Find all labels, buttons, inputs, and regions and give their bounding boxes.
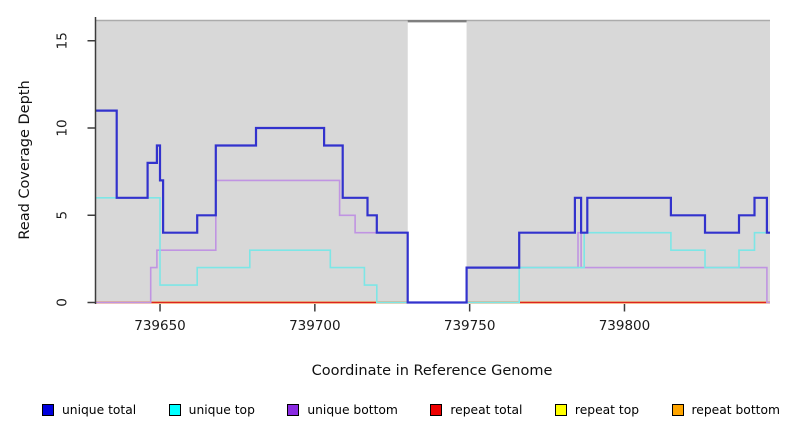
legend-item-repeat-total: repeat total: [430, 403, 522, 417]
y-axis-title: Read Coverage Depth: [17, 80, 33, 239]
legend-swatch-unique-top: [168, 404, 181, 416]
y-tick-label: 10: [55, 119, 71, 136]
chart-legend: unique total unique top unique bottom repea…: [42, 399, 780, 421]
x-axis-title: Coordinate in Reference Genome: [312, 363, 553, 379]
legend-swatch-repeat-top: [554, 404, 567, 416]
legend-label-unique-total: unique total: [62, 403, 137, 417]
legend-item-repeat-top: repeat top: [554, 403, 640, 417]
y-tick-label: 15: [55, 32, 71, 49]
background-panel: [466, 20, 770, 304]
legend-item-repeat-bottom: repeat bottom: [671, 403, 780, 417]
x-tick-label: 739750: [444, 318, 496, 334]
legend-swatch-repeat-total: [430, 404, 443, 416]
legend-swatch-unique-total: [42, 404, 54, 416]
legend-label-repeat-top: repeat top: [574, 403, 640, 417]
legend-item-unique-total: unique total: [42, 403, 136, 417]
y-tick-label: 5: [55, 211, 71, 220]
x-tick-label: 739800: [599, 318, 651, 334]
x-tick-label: 739650: [134, 318, 186, 334]
legend-label-unique-top: unique top: [188, 403, 255, 417]
legend-item-unique-top: unique top: [168, 403, 255, 417]
legend-label-unique-bottom: unique bottom: [307, 403, 398, 417]
legend-label-repeat-total: repeat total: [450, 403, 523, 417]
background-panel: [95, 20, 408, 304]
x-tick-label: 739700: [289, 318, 341, 334]
y-tick-label: 0: [55, 298, 71, 307]
legend-label-repeat-bottom: repeat bottom: [691, 403, 780, 417]
coverage-plot: 0 5 10 15 739650 739700 739750 739800 Coordinat…: [17, 17, 770, 379]
legend-item-unique-bottom: unique bottom: [287, 403, 398, 417]
series-line-unique-total: [95, 109, 770, 304]
legend-swatch-unique-bottom: [287, 404, 300, 416]
legend-swatch-repeat-bottom: [671, 404, 684, 416]
